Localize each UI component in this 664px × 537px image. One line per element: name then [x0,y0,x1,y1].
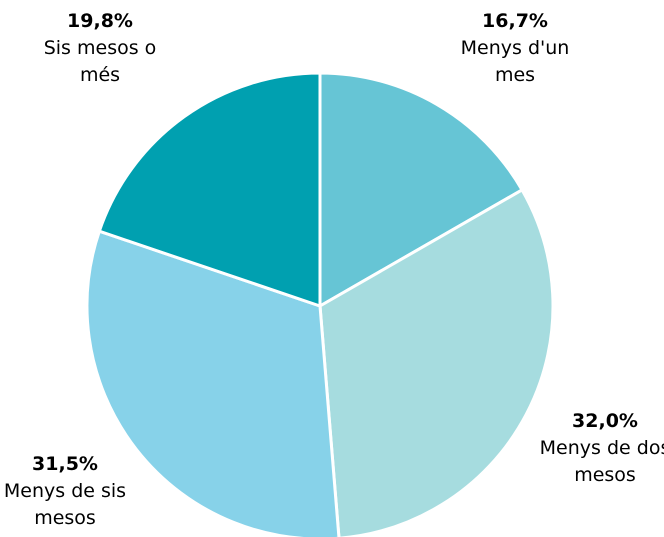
slice-label: 32,0% Menys de dos mesos [530,408,664,489]
category-label: Menys d'un mes [460,37,570,86]
value-label: 32,0% [572,410,638,432]
category-label: Menys de dos mesos [539,437,664,486]
pie-slice [97,71,322,309]
category-label: Menys de sis mesos [3,480,127,529]
pie-slice [85,229,341,537]
slice-label: 16,7% Menys d'un mes [440,8,590,89]
slice-label: 19,8% Sis mesos o més [25,8,175,89]
value-label: 31,5% [32,453,98,475]
category-label: Sis mesos o més [43,37,157,86]
value-label: 19,8% [67,10,133,32]
pie-slice [318,187,555,537]
pie-slice [318,71,525,309]
slice-label: 31,5% Menys de sis mesos [0,451,140,532]
value-label: 16,7% [482,10,548,32]
